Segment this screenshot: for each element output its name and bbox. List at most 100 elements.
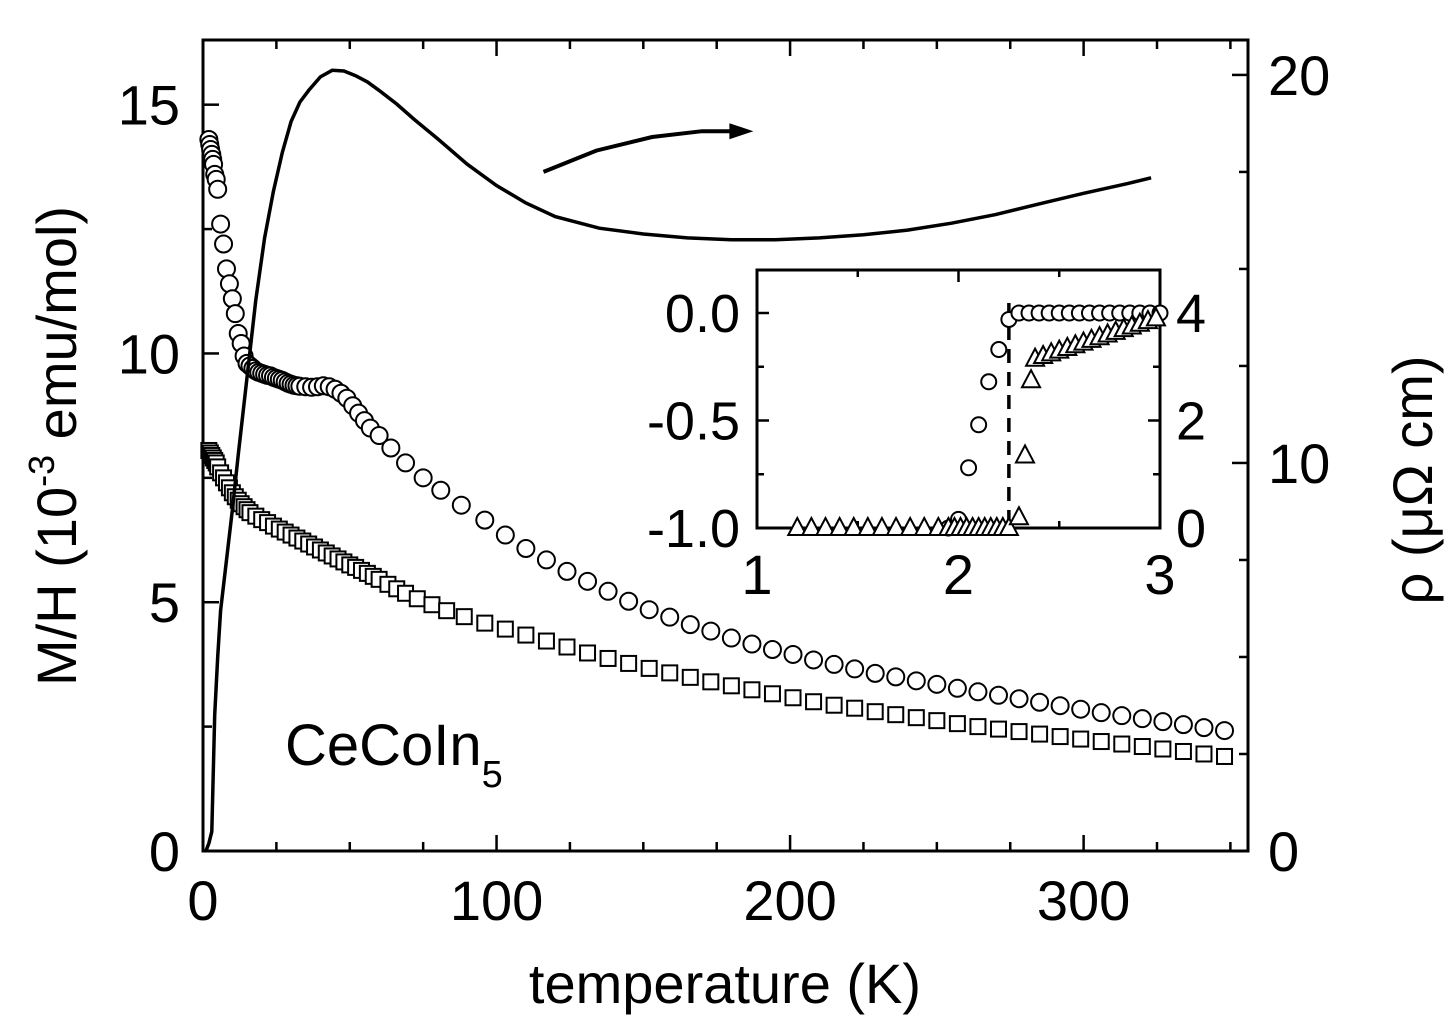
square-point (928, 712, 946, 730)
circle-point (381, 438, 401, 458)
circle-point (906, 671, 926, 691)
circle-point (211, 214, 231, 234)
square-point (661, 664, 679, 682)
circle-point (927, 674, 947, 694)
inset-series-triangles (786, 306, 1167, 536)
square-point (763, 685, 781, 703)
x-tick-label: 0 (187, 869, 218, 932)
inset-triangle-point (998, 515, 1020, 536)
sample-label: CeCoIn5 (285, 713, 503, 796)
square-point (620, 654, 638, 672)
inset-triangle-point (899, 515, 921, 536)
square-point (1031, 725, 1049, 743)
inset-tick-labels: 1 2 3 0.0 -0.5 -1.0 0 2 4 (647, 284, 1206, 606)
square-point (681, 668, 699, 686)
square-point (1010, 723, 1028, 741)
square-point (517, 626, 535, 644)
circle-point (988, 685, 1008, 705)
y2-tick-label: 10 (1268, 432, 1330, 495)
y-tick-label: 15 (118, 74, 180, 137)
square-point (743, 681, 761, 699)
circle-point (578, 571, 598, 591)
inset-circle-point (980, 373, 998, 391)
circle-point (824, 654, 844, 674)
inset-y-tick-label: 0.0 (665, 284, 740, 344)
y2-tick-label: 0 (1268, 820, 1299, 883)
inset-x-tick-label: 2 (943, 543, 974, 606)
square-point (1113, 735, 1131, 753)
inset-circle-point (960, 459, 978, 477)
y-axis-label: M/H (10-3 emu/mol) (21, 206, 88, 686)
circle-point (680, 615, 700, 635)
circle-point (783, 644, 803, 664)
y-tick-label: 10 (118, 322, 180, 385)
circle-point (225, 304, 245, 324)
inset-triangle-point (843, 515, 865, 536)
circle-point (1091, 703, 1111, 723)
square-point (438, 602, 456, 620)
circle-point (1030, 692, 1050, 712)
inset-x-tick-label: 3 (1144, 543, 1175, 606)
circle-point (639, 600, 659, 620)
square-point (784, 689, 802, 707)
circle-point (475, 510, 495, 530)
circle-point (1009, 689, 1029, 709)
square-point (846, 699, 864, 717)
inset-triangle-point (1145, 306, 1167, 327)
x-tick-label: 300 (1037, 869, 1130, 932)
square-point (599, 649, 617, 667)
circle-point (804, 650, 824, 670)
inset-x-tick-label: 1 (741, 543, 772, 606)
square-point (579, 644, 597, 662)
square-point (722, 677, 740, 695)
inset-circle-point (970, 416, 988, 434)
circle-point (1153, 712, 1173, 732)
circle-point (845, 659, 865, 679)
square-point (1154, 740, 1172, 758)
inset-y-tick-label: -1.0 (647, 499, 740, 559)
circle-point (721, 628, 741, 648)
series-squares (200, 441, 1234, 765)
inset-y2-tick-label: 0 (1176, 499, 1206, 559)
circle-point (1132, 709, 1152, 729)
inset-triangle-point (871, 515, 893, 536)
square-point (1133, 738, 1151, 756)
circle-point (431, 480, 451, 500)
circle-point (413, 468, 433, 488)
circle-point (886, 667, 906, 687)
square-point (1216, 747, 1234, 765)
circle-point (1215, 721, 1235, 741)
y-tick-label: 5 (149, 571, 180, 634)
circle-point (451, 495, 471, 515)
y2-axis-label: ρ (μΩ cm) (1381, 355, 1444, 604)
square-point (455, 608, 473, 626)
circle-point (865, 663, 885, 683)
x-tick-label: 200 (743, 869, 836, 932)
circle-point (1071, 699, 1091, 719)
square-point (558, 638, 576, 656)
circle-point (1173, 715, 1193, 735)
arrow-annotation-head (729, 123, 754, 140)
y2-tick-label: 20 (1268, 44, 1330, 107)
circle-point (1112, 706, 1132, 726)
square-point (1072, 730, 1090, 748)
inset-triangle-point (1014, 443, 1036, 464)
circle-point (598, 581, 618, 601)
square-point (423, 596, 441, 614)
square-point (537, 632, 555, 650)
square-point (640, 659, 658, 677)
circle-point (947, 678, 967, 698)
square-point (408, 590, 426, 608)
square-point (948, 715, 966, 733)
circle-point (208, 179, 228, 199)
inset-triangle-point (857, 515, 879, 536)
square-point (1195, 745, 1213, 763)
circle-point (968, 682, 988, 702)
circle-point (1194, 718, 1214, 738)
square-point (907, 709, 925, 727)
y-tick-label: 0 (149, 820, 180, 883)
series-circles (199, 130, 1235, 741)
inset-y-tick-label: -0.5 (647, 392, 740, 452)
